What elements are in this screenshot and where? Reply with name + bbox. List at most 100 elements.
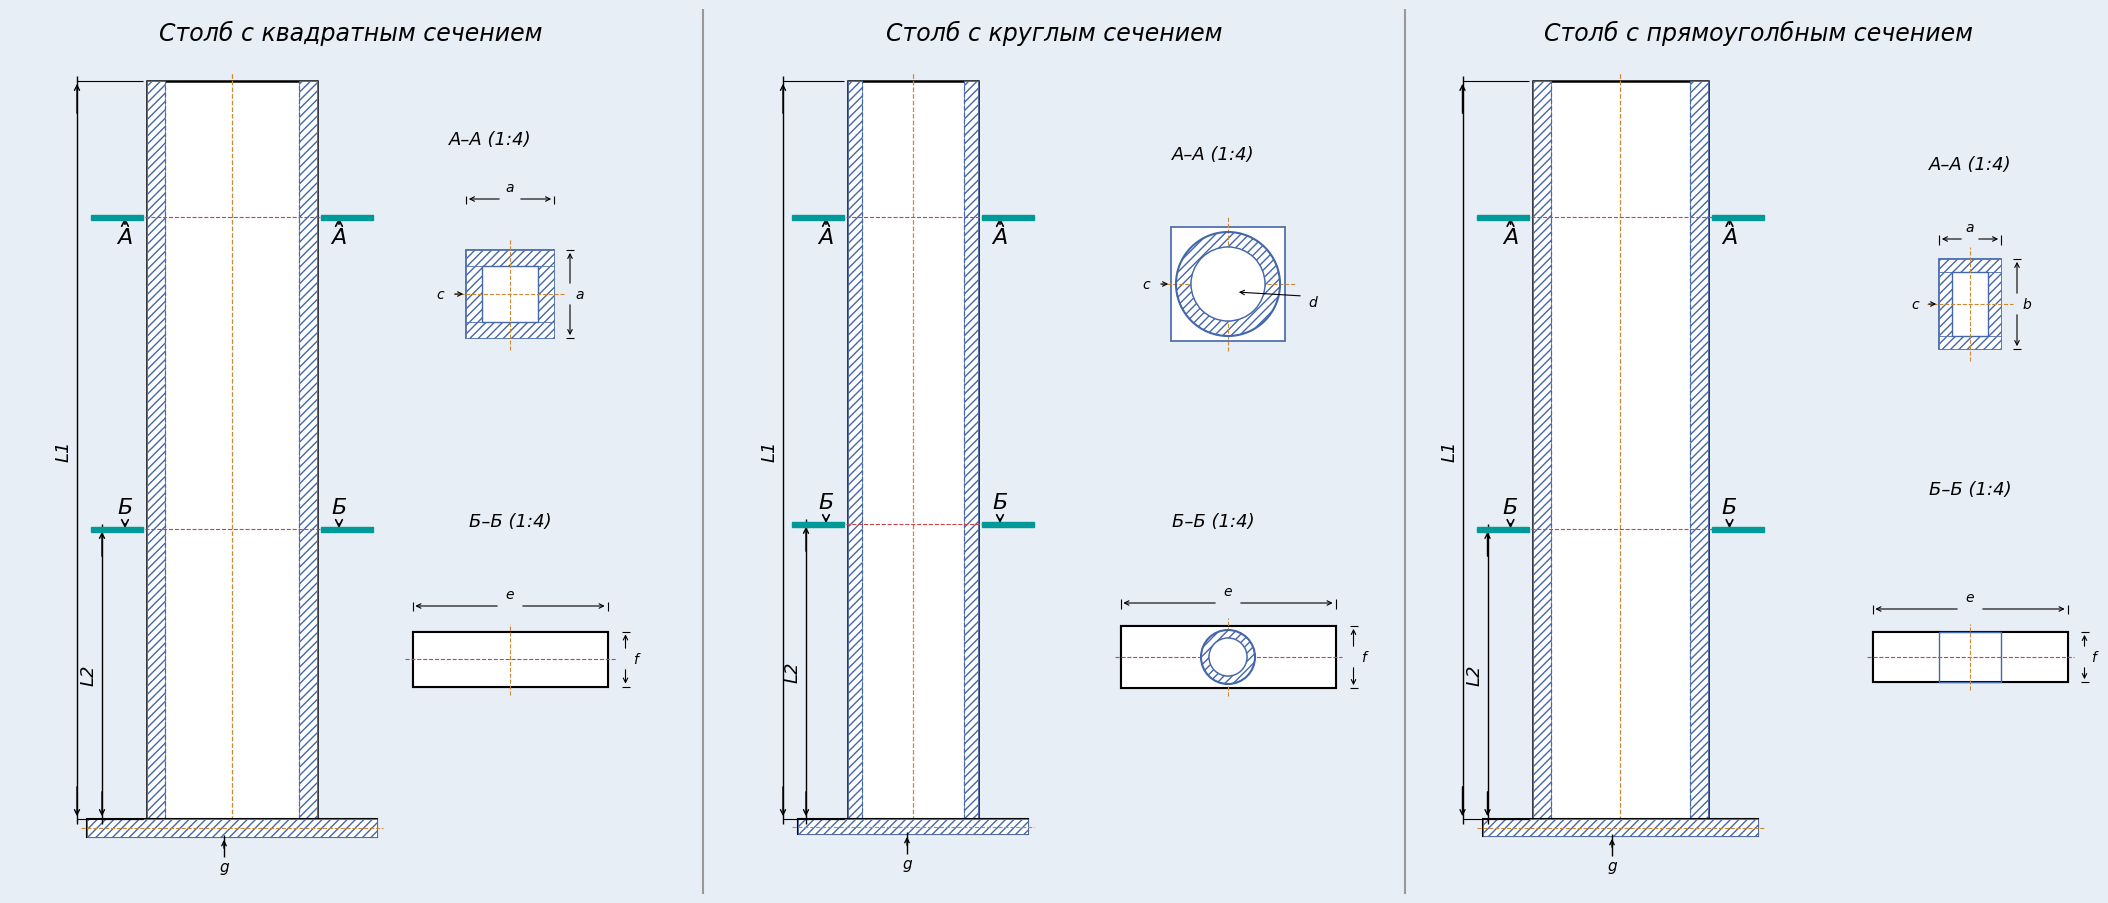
Text: Б–Б (1:4): Б–Б (1:4) (1172, 512, 1254, 530)
Bar (483, 266, 538, 322)
Bar (1121, 627, 1336, 639)
Text: Столб с круглым сечением: Столб с круглым сечением (885, 21, 1223, 45)
Bar (1988, 273, 2000, 337)
Text: L2: L2 (784, 661, 801, 683)
Bar (148, 82, 316, 819)
Text: a: a (506, 181, 514, 195)
Bar (963, 82, 978, 819)
Bar (413, 674, 607, 687)
Text: Б: Б (1722, 498, 1737, 517)
Text: L1: L1 (1440, 440, 1459, 461)
Bar (1533, 82, 1551, 819)
Text: Б–Б (1:4): Б–Б (1:4) (468, 512, 552, 530)
Text: a: a (1967, 220, 1975, 235)
Bar (413, 632, 607, 687)
Wedge shape (1176, 233, 1280, 337)
Text: Столб с прямоуголбным сечением: Столб с прямоуголбным сечением (1543, 21, 1973, 45)
Text: Б: Б (331, 498, 346, 517)
Wedge shape (1202, 630, 1254, 684)
Bar (1482, 819, 1758, 836)
Bar (466, 322, 554, 339)
Text: А: А (331, 228, 346, 247)
Text: g: g (219, 860, 230, 874)
Bar (1121, 627, 1336, 688)
Bar (1872, 632, 2068, 644)
Bar (413, 632, 607, 645)
Text: L1: L1 (55, 440, 74, 461)
Text: c: c (1912, 298, 1918, 312)
Bar (91, 527, 143, 532)
Bar (470, 645, 548, 674)
Bar (982, 522, 1035, 527)
Bar (320, 527, 373, 532)
Bar (1939, 260, 2000, 273)
Bar (86, 819, 377, 837)
Bar (1939, 260, 2000, 349)
Text: g: g (902, 857, 913, 871)
Bar (1712, 215, 1764, 220)
Bar (982, 215, 1035, 220)
Text: b: b (2022, 298, 2032, 312)
Text: L2: L2 (1465, 664, 1484, 685)
Circle shape (1202, 630, 1254, 684)
Text: c: c (1143, 278, 1149, 292)
Bar (1533, 82, 1707, 819)
Bar (1172, 228, 1286, 341)
Bar (799, 819, 1029, 834)
Text: c: c (436, 288, 445, 302)
Bar (1939, 337, 2000, 349)
Text: А: А (1503, 228, 1518, 247)
Text: Б–Б (1:4): Б–Б (1:4) (1929, 480, 2011, 498)
Text: e: e (506, 587, 514, 601)
Text: e: e (1967, 591, 1975, 604)
Text: f: f (2091, 650, 2095, 665)
Text: А: А (993, 228, 1008, 247)
Text: А: А (1722, 228, 1737, 247)
Bar (1476, 215, 1528, 220)
Bar (1482, 819, 1758, 836)
Circle shape (1176, 233, 1280, 337)
Bar (299, 82, 316, 819)
Bar (538, 266, 554, 322)
Bar (1689, 82, 1707, 819)
Bar (320, 215, 373, 220)
Text: e: e (1225, 584, 1233, 599)
Bar (1121, 627, 1336, 688)
Text: А: А (118, 228, 133, 247)
Bar (148, 82, 164, 819)
Bar (91, 215, 143, 220)
Text: d: d (1309, 295, 1318, 310)
Text: g: g (1606, 859, 1617, 873)
Text: Б: Б (1503, 498, 1518, 517)
Bar (466, 251, 554, 339)
Text: А–А (1:4): А–А (1:4) (1929, 156, 2011, 173)
Bar (1872, 632, 2068, 683)
Circle shape (1210, 638, 1248, 676)
Text: А–А (1:4): А–А (1:4) (449, 131, 531, 149)
Bar (847, 82, 978, 819)
Bar (413, 632, 607, 687)
Text: f: f (632, 652, 639, 666)
Text: А–А (1:4): А–А (1:4) (1172, 146, 1254, 163)
Text: Б: Б (118, 498, 133, 517)
Bar (466, 266, 483, 322)
Bar (466, 251, 554, 266)
Text: a: a (575, 288, 584, 302)
Bar (793, 522, 843, 527)
Text: А: А (818, 228, 833, 247)
Bar (1476, 527, 1528, 532)
Bar (847, 82, 862, 819)
Text: f: f (1362, 650, 1366, 665)
Bar (1872, 670, 2068, 683)
Bar (1952, 273, 1988, 337)
Bar (1939, 632, 2000, 683)
Text: L2: L2 (80, 664, 97, 685)
Bar (1712, 527, 1764, 532)
Bar (1939, 273, 1952, 337)
Text: Столб с квадратным сечением: Столб с квадратным сечением (160, 21, 542, 45)
Text: Б: Б (818, 492, 833, 512)
Bar (86, 819, 377, 837)
Circle shape (1191, 247, 1265, 321)
Bar (1121, 675, 1336, 688)
Bar (799, 819, 1029, 834)
